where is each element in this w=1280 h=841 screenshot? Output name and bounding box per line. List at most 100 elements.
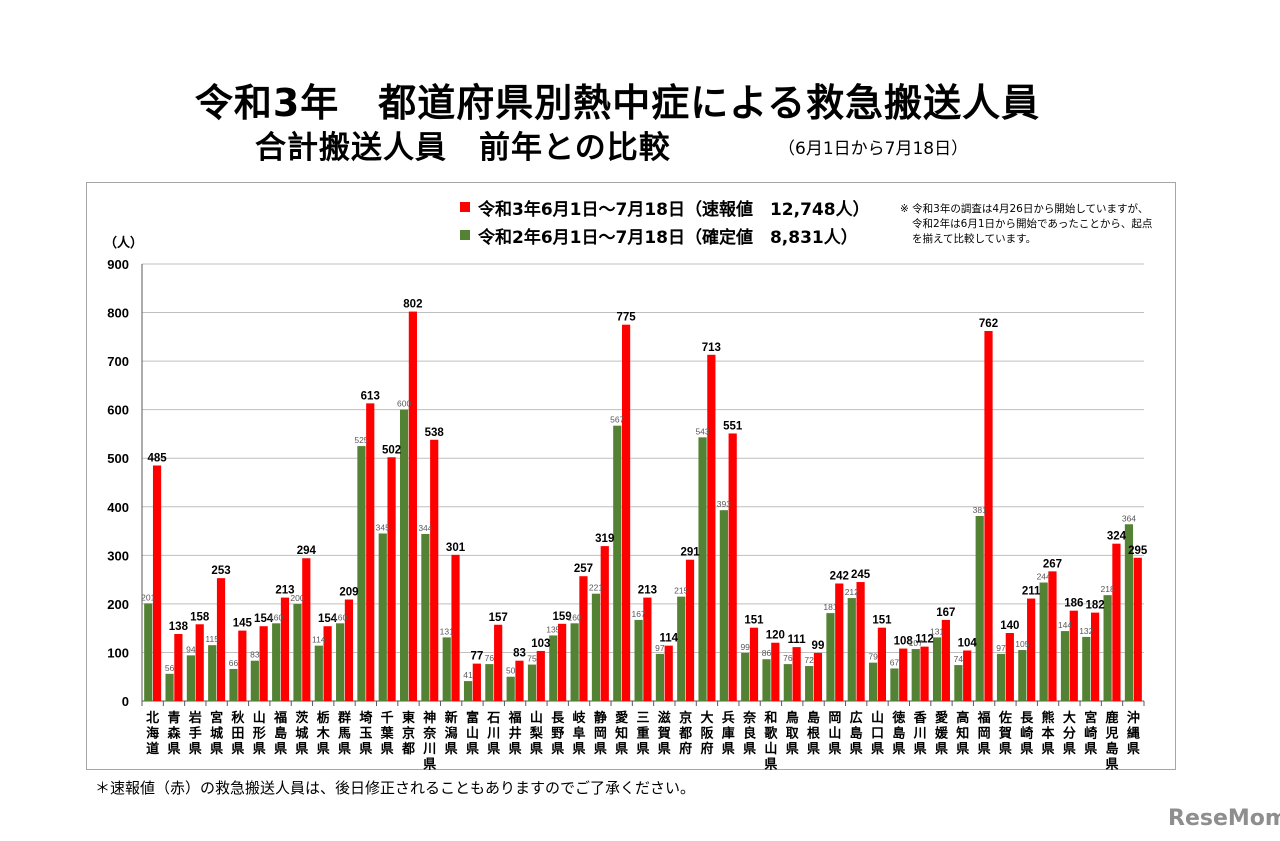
grid-lines — [141, 263, 1145, 706]
category-label: 県 — [573, 742, 586, 757]
category-label: 知 — [956, 726, 969, 742]
bar-reiwa2-茨城県 — [293, 603, 302, 701]
bar-reiwa3-埼玉県 — [366, 403, 375, 701]
legend-swatch-reiwa2 — [460, 230, 470, 240]
data-label-reiwa2: 215 — [674, 586, 688, 596]
data-label-reiwa3: 324 — [1107, 531, 1127, 543]
bar-reiwa2-滋賀県 — [655, 653, 665, 701]
category-label: 県 — [1020, 742, 1033, 757]
bar-reiwa3-香川県 — [920, 646, 929, 701]
category-label: 川 — [486, 727, 500, 742]
legend: 令和3年6月1日～7月18日（速報値 12,748人） 令和2年6月1日～7月1… — [460, 193, 870, 249]
data-label-reiwa3: 301 — [446, 542, 466, 554]
category-label: 本 — [1042, 726, 1055, 742]
category-label: 茨 — [295, 710, 309, 726]
category-label: 奈 — [742, 710, 757, 726]
bar-reiwa2-栃木県 — [314, 645, 323, 701]
chart-title-line2: 合計搬送人員 前年との比較 — [255, 130, 671, 166]
category-label: 県 — [530, 742, 543, 757]
data-label-reiwa3: 253 — [211, 565, 230, 577]
data-label-reiwa2: 131 — [440, 626, 454, 636]
category-label: 県 — [338, 742, 351, 757]
category-label: 海 — [146, 726, 159, 742]
data-label-reiwa2: 105 — [1015, 639, 1029, 649]
bar-reiwa3-福井県 — [515, 660, 524, 701]
chart-note: ※ 令和3年の調査は4月26日から開始していますが、 令和2年は6月1日から開始… — [900, 202, 1170, 247]
category-label: 滋 — [658, 710, 671, 726]
category-label: 県 — [658, 742, 671, 757]
data-label-reiwa2: 364 — [1122, 513, 1136, 523]
data-label-reiwa3: 257 — [574, 563, 593, 575]
category-label: 県 — [231, 742, 244, 757]
bar-reiwa3-岩手県 — [195, 624, 204, 701]
y-tick-label: 400 — [107, 500, 129, 515]
bar-reiwa3-愛知県 — [621, 324, 631, 701]
category-label: 徳 — [891, 710, 905, 726]
bar-reiwa2-岐阜県 — [570, 623, 579, 701]
category-label: 賀 — [657, 726, 671, 742]
data-label-reiwa3: 145 — [233, 618, 253, 630]
bar-reiwa3-福岡県 — [984, 331, 993, 701]
bar-reiwa3-広島県 — [856, 582, 865, 701]
bar-reiwa3-島根県 — [813, 652, 823, 701]
bar-reiwa3-和歌山県 — [771, 642, 780, 701]
category-label: 千 — [381, 710, 394, 726]
data-label-reiwa2: 160 — [269, 612, 283, 622]
legend-entry-reiwa2: 令和2年6月1日～7月18日（確定値 8,831人） — [460, 221, 870, 249]
category-label: 森 — [167, 726, 181, 742]
category-label: 崎 — [1020, 726, 1033, 742]
y-tick-label: 600 — [107, 403, 129, 418]
category-label: 大 — [1063, 710, 1076, 726]
bar-reiwa2-福岡県 — [975, 516, 984, 701]
y-axis-ticks: 0 100 200 300 400 500 600 700 800 900 — [107, 257, 129, 709]
data-label-reiwa2: 76 — [783, 653, 793, 663]
category-label: 三 — [636, 711, 649, 726]
category-label: 山 — [530, 710, 543, 726]
category-label: 山 — [764, 741, 777, 757]
category-label: 県 — [828, 742, 841, 757]
category-label: 県 — [509, 742, 522, 757]
bar-reiwa2-和歌山県 — [762, 659, 771, 701]
y-tick-label: 100 — [107, 645, 129, 660]
category-label: 県 — [956, 742, 969, 757]
category-label: 島 — [1106, 741, 1119, 757]
data-label-reiwa3: 111 — [788, 634, 807, 646]
category-label: 県 — [551, 742, 564, 757]
bar-reiwa2-愛媛県 — [932, 637, 942, 701]
category-label: 埼 — [359, 710, 372, 726]
category-label: 田 — [231, 727, 244, 742]
data-label-reiwa2: 144 — [1058, 620, 1072, 630]
category-label: 県 — [722, 742, 735, 757]
bar-reiwa3-高知県 — [963, 650, 972, 701]
data-label-reiwa2: 201 — [141, 592, 155, 602]
data-label-reiwa3: 103 — [531, 638, 550, 650]
data-label-reiwa2: 131 — [930, 626, 944, 636]
category-label: 石 — [486, 711, 500, 726]
bar-reiwa2-大阪府 — [698, 437, 707, 701]
bar-reiwa2-北海道 — [144, 603, 153, 701]
category-label: 県 — [1063, 742, 1076, 757]
data-label-reiwa2: 99 — [740, 642, 750, 652]
bar-reiwa2-群馬県 — [336, 623, 345, 701]
data-label-reiwa2: 74 — [954, 654, 964, 664]
category-label: 府 — [700, 741, 713, 757]
bar-reiwa3-沖縄県 — [1133, 557, 1142, 701]
bar-reiwa2-高知県 — [954, 665, 963, 701]
y-tick-label: 0 — [122, 694, 129, 709]
data-label-reiwa2: 244 — [1037, 572, 1051, 582]
category-label: 形 — [253, 727, 266, 742]
category-label: 県 — [423, 758, 436, 773]
y-axis-label: （人） — [104, 235, 143, 251]
category-label: 県 — [850, 742, 863, 757]
category-label: 井 — [509, 726, 522, 742]
category-label: 島 — [274, 726, 287, 742]
bar-reiwa3-長崎県 — [1027, 598, 1036, 701]
category-label: 長 — [551, 711, 565, 726]
data-label-reiwa3: 551 — [723, 420, 743, 432]
category-label: 阜 — [573, 726, 586, 742]
category-label: 城 — [210, 726, 223, 742]
data-label-reiwa3: 775 — [616, 312, 636, 324]
bar-reiwa3-奈良県 — [749, 627, 759, 701]
category-label: 兵 — [722, 710, 735, 726]
category-label: 県 — [743, 742, 756, 757]
